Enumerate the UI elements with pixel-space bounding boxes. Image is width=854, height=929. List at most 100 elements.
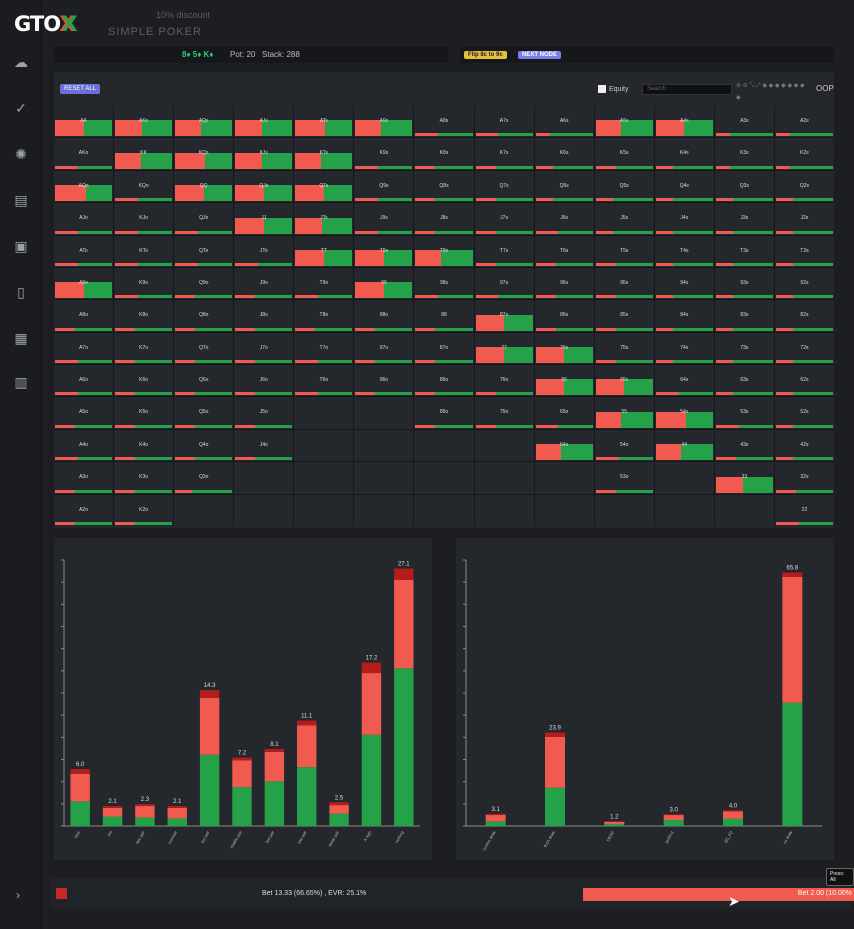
matrix-cell[interactable]: Q6s [534, 170, 594, 203]
matrix-cell[interactable]: J6s [534, 203, 594, 235]
matrix-cell[interactable]: T8o [294, 300, 354, 332]
bar-other[interactable] [361, 662, 382, 674]
matrix-cell[interactable]: K4o [114, 429, 174, 462]
matrix-cell[interactable]: 97s [474, 267, 534, 300]
matrix-cell[interactable]: K5o [114, 397, 174, 429]
matrix-cell[interactable]: K9o [114, 267, 174, 300]
matrix-cell[interactable]: 62s [774, 365, 834, 397]
matrix-cell[interactable] [474, 494, 534, 526]
matrix-cell[interactable]: J7o [234, 332, 294, 365]
matrix-cell[interactable]: 54s [654, 397, 714, 429]
matrix-cell[interactable] [234, 494, 294, 526]
bar-check[interactable] [167, 818, 187, 826]
bar-other[interactable] [545, 732, 565, 737]
matrix-cell[interactable]: K7o [114, 332, 174, 365]
equity-checkbox[interactable] [598, 85, 606, 93]
matrix-cell[interactable]: 43s [714, 429, 774, 462]
matrix-cell[interactable] [354, 462, 414, 494]
matrix-cell[interactable]: A6s [534, 106, 594, 138]
matrix-cell[interactable]: J6o [234, 365, 294, 397]
bet-small-bar[interactable]: Bet 2.00 (10.00% [583, 888, 854, 901]
bar-check[interactable] [782, 702, 803, 826]
bar-check[interactable] [232, 787, 252, 826]
matrix-cell[interactable]: AQo [54, 170, 114, 203]
bar-other[interactable] [264, 749, 285, 752]
matrix-cell[interactable]: K6s [534, 138, 594, 170]
matrix-cell[interactable]: 75o [474, 397, 534, 429]
matrix-cell[interactable]: KK [114, 138, 174, 170]
matrix-cell[interactable] [414, 494, 474, 526]
matrix-cell[interactable]: Q7o [174, 332, 234, 365]
matrix-cell[interactable]: QJo [174, 203, 234, 235]
matrix-cell[interactable]: K8o [114, 300, 174, 332]
bar-bet[interactable] [361, 673, 382, 735]
bar-bet[interactable] [264, 751, 285, 782]
matrix-cell[interactable]: K3s [714, 138, 774, 170]
matrix-cell[interactable]: A8s [414, 106, 474, 138]
matrix-cell[interactable]: 65s [594, 365, 654, 397]
check-icon[interactable]: ✓ [15, 100, 27, 116]
matrix-cell[interactable]: 88 [414, 300, 474, 332]
bar-bet[interactable] [297, 725, 317, 768]
matrix-cell[interactable]: 93s [714, 267, 774, 300]
matrix-cell[interactable]: 92s [774, 267, 834, 300]
bar-check[interactable] [604, 824, 625, 826]
bar-bet[interactable] [485, 815, 506, 822]
matrix-cell[interactable]: Q9s [354, 170, 414, 203]
matrix-cell[interactable]: KJs [234, 138, 294, 170]
matrix-cell[interactable]: KQo [114, 170, 174, 203]
matrix-cell[interactable]: 86s [534, 300, 594, 332]
matrix-cell[interactable]: Q3s [714, 170, 774, 203]
matrix-cell[interactable] [534, 462, 594, 494]
bar-bet[interactable] [329, 805, 349, 814]
matrix-cell[interactable]: AQs [174, 106, 234, 138]
matrix-cell[interactable]: J2s [774, 203, 834, 235]
bar-bet[interactable] [782, 576, 803, 703]
matrix-cell[interactable]: 65o [534, 397, 594, 429]
matrix-cell[interactable]: A2o [54, 494, 114, 526]
bar-other[interactable] [102, 806, 123, 808]
bar-check[interactable] [70, 801, 90, 826]
matrix-cell[interactable]: 53o [594, 462, 654, 494]
matrix-cell[interactable]: Q2s [774, 170, 834, 203]
matrix-cell[interactable]: Q5s [594, 170, 654, 203]
matrix-cell[interactable]: 22 [774, 494, 834, 526]
matrix-cell[interactable]: A2s [774, 106, 834, 138]
matrix-cell[interactable]: 86o [414, 365, 474, 397]
matrix-cell[interactable]: 44 [654, 429, 714, 462]
matrix-cell[interactable]: 52s [774, 397, 834, 429]
document-icon[interactable]: ▯ [17, 284, 25, 300]
cloud-upload-icon[interactable]: ☁ [14, 54, 28, 70]
flip-button[interactable]: Flip 8c to 9c [464, 51, 507, 59]
matrix-cell[interactable]: A6o [54, 365, 114, 397]
matrix-cell[interactable]: Q4s [654, 170, 714, 203]
matrix-cell[interactable]: A3s [714, 106, 774, 138]
matrix-cell[interactable]: 96s [534, 267, 594, 300]
matrix-cell[interactable]: A4o [54, 429, 114, 462]
matrix-cell[interactable]: T6s [534, 235, 594, 267]
search-input[interactable]: Search [642, 84, 732, 95]
matrix-cell[interactable]: J7s [474, 203, 534, 235]
matrix-cell[interactable]: 97o [354, 332, 414, 365]
player-selector[interactable]: OOP [816, 84, 834, 93]
matrix-cell[interactable]: J4o [234, 429, 294, 462]
equity-toggle[interactable]: Equity [598, 85, 628, 93]
matrix-cell[interactable] [474, 429, 534, 462]
matrix-cell[interactable]: K8s [414, 138, 474, 170]
matrix-cell[interactable]: K6o [114, 365, 174, 397]
matrix-cell[interactable]: AA [54, 106, 114, 138]
matrix-cell[interactable] [414, 429, 474, 462]
matrix-cell[interactable] [534, 494, 594, 526]
matrix-cell[interactable]: 32s [774, 462, 834, 494]
reset-all-button[interactable]: RESET ALL [60, 84, 100, 94]
matrix-cell[interactable]: Q8o [174, 300, 234, 332]
matrix-cell[interactable]: K9s [354, 138, 414, 170]
bar-check[interactable] [545, 787, 565, 826]
matrix-cell[interactable]: 66 [534, 365, 594, 397]
matrix-cell[interactable]: KTs [294, 138, 354, 170]
matrix-cell[interactable]: 63s [714, 365, 774, 397]
matrix-cell[interactable]: J4s [654, 203, 714, 235]
matrix-cell[interactable]: 94s [654, 267, 714, 300]
bar-check[interactable] [663, 820, 684, 826]
matrix-cell[interactable]: 98o [354, 300, 414, 332]
